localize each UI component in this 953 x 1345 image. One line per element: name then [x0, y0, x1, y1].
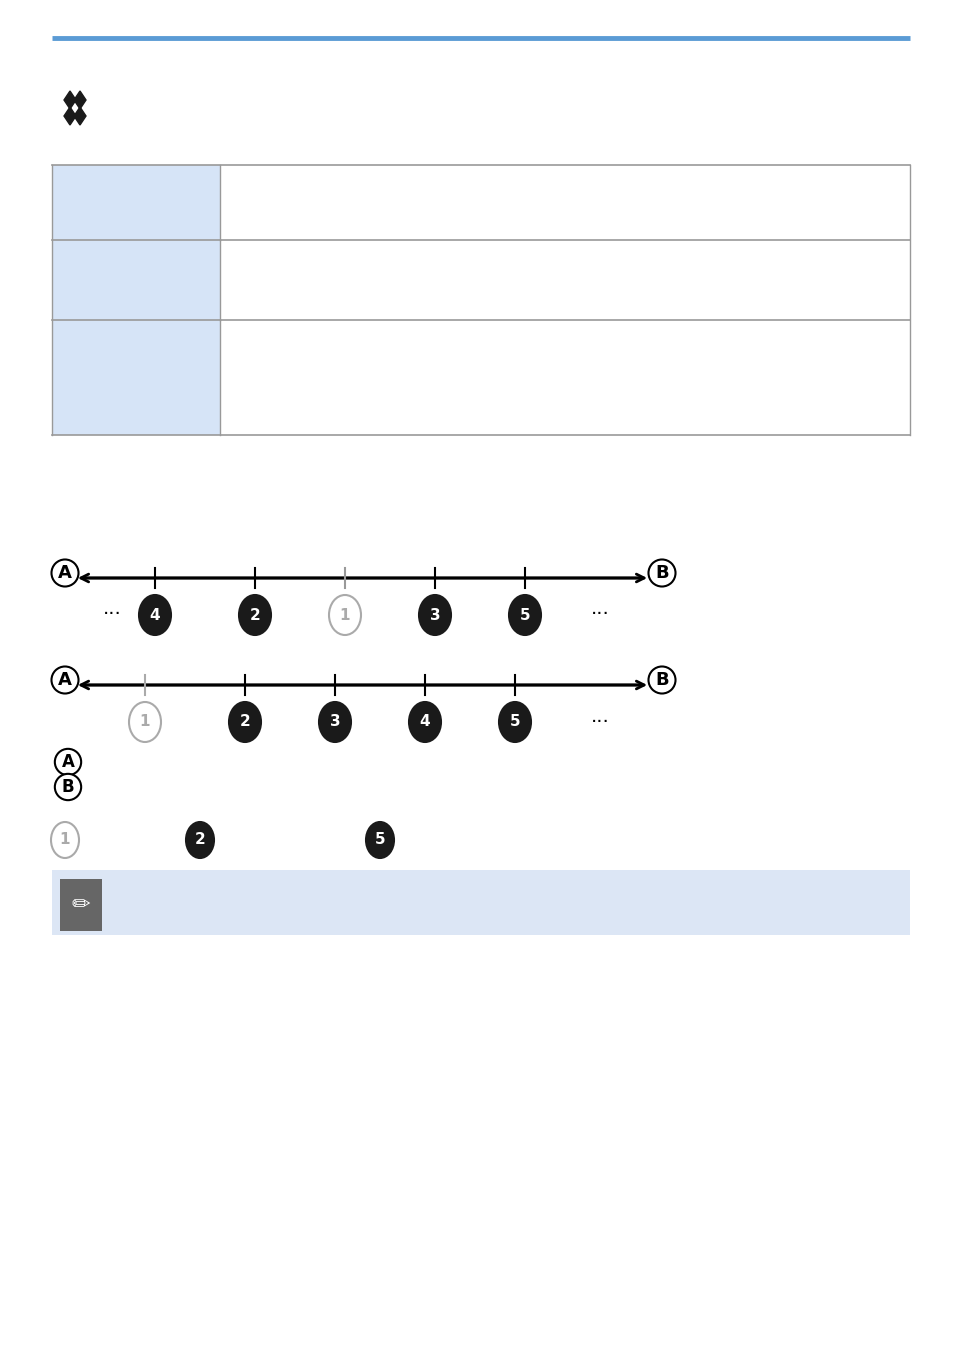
Text: 4: 4	[419, 714, 430, 729]
Text: ···: ···	[590, 605, 609, 624]
Text: A: A	[58, 564, 71, 582]
Ellipse shape	[139, 594, 171, 635]
Ellipse shape	[498, 702, 531, 742]
Text: 2: 2	[239, 714, 250, 729]
Ellipse shape	[229, 702, 261, 742]
Text: 2: 2	[250, 608, 260, 623]
Polygon shape	[64, 91, 76, 109]
Text: B: B	[62, 777, 74, 796]
Ellipse shape	[186, 822, 213, 858]
FancyBboxPatch shape	[60, 880, 102, 931]
Text: ···: ···	[103, 605, 121, 624]
Ellipse shape	[51, 822, 79, 858]
Text: 5: 5	[509, 714, 519, 729]
Ellipse shape	[418, 594, 451, 635]
Text: A: A	[58, 671, 71, 689]
Text: 2: 2	[194, 833, 205, 847]
Ellipse shape	[239, 594, 271, 635]
Text: 3: 3	[429, 608, 440, 623]
Text: 5: 5	[519, 608, 530, 623]
Text: 1: 1	[339, 608, 350, 623]
Polygon shape	[64, 108, 76, 125]
Text: A: A	[62, 753, 74, 771]
Text: 4: 4	[150, 608, 160, 623]
Ellipse shape	[329, 594, 360, 635]
Polygon shape	[74, 108, 86, 125]
Ellipse shape	[129, 702, 161, 742]
Text: 3: 3	[330, 714, 340, 729]
Text: B: B	[655, 671, 668, 689]
Text: ···: ···	[590, 713, 609, 732]
Ellipse shape	[409, 702, 440, 742]
Text: 1: 1	[60, 833, 71, 847]
Polygon shape	[74, 91, 86, 109]
Text: 5: 5	[375, 833, 385, 847]
Bar	[52, 239, 220, 320]
Bar	[52, 870, 909, 935]
Text: B: B	[655, 564, 668, 582]
Bar	[52, 165, 220, 239]
Ellipse shape	[366, 822, 394, 858]
Ellipse shape	[318, 702, 351, 742]
Text: 1: 1	[139, 714, 150, 729]
Bar	[52, 320, 220, 434]
Text: ✏: ✏	[71, 894, 91, 915]
Ellipse shape	[509, 594, 540, 635]
